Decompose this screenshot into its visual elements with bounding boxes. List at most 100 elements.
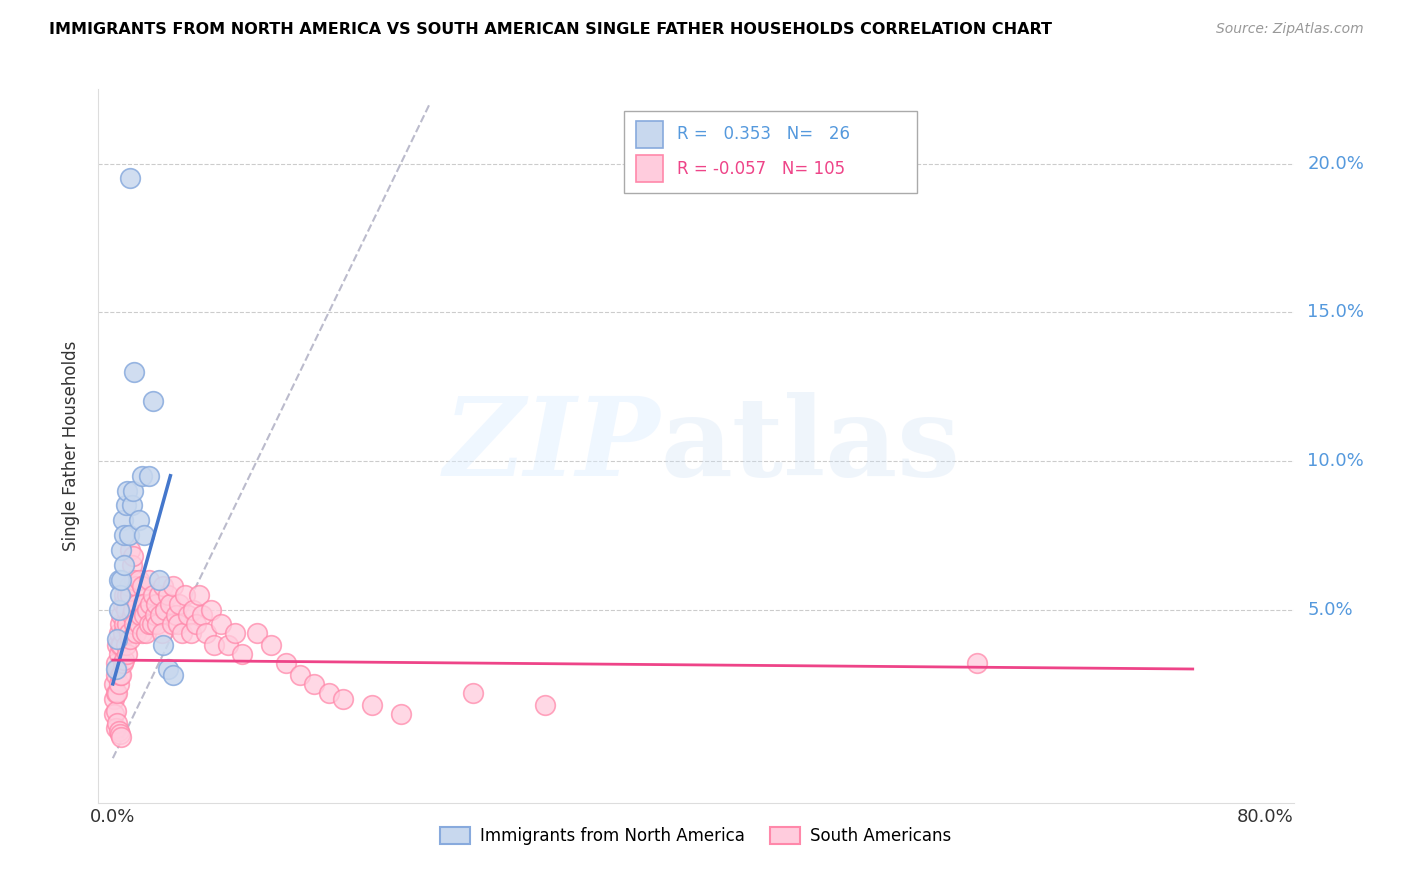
Text: atlas: atlas [661, 392, 960, 500]
Point [122, 483, 145, 498]
Point [148, 573, 170, 587]
Point [129, 608, 152, 623]
Point [111, 597, 134, 611]
Point [111, 513, 134, 527]
Point [186, 617, 208, 632]
Point [134, 608, 156, 623]
Point [162, 579, 184, 593]
Point [136, 602, 159, 616]
Point [138, 617, 160, 632]
Point [112, 653, 135, 667]
Point [138, 573, 160, 587]
Point [142, 394, 165, 409]
Point [156, 588, 179, 602]
Point [188, 588, 211, 602]
Point [108, 617, 131, 632]
Point [121, 499, 143, 513]
Text: 10.0%: 10.0% [1308, 452, 1364, 470]
Point [246, 626, 269, 640]
Point [121, 558, 143, 572]
Point [131, 468, 153, 483]
Point [183, 602, 205, 616]
Point [332, 691, 354, 706]
Point [145, 597, 167, 611]
Text: IMMIGRANTS FROM NORTH AMERICA VS SOUTH AMERICAN SINGLE FATHER HOUSEHOLDS CORRELA: IMMIGRANTS FROM NORTH AMERICA VS SOUTH A… [49, 22, 1052, 37]
Point [103, 691, 125, 706]
Point [120, 588, 142, 602]
Point [128, 617, 150, 632]
Point [110, 573, 132, 587]
Point [217, 638, 239, 652]
Text: R =   0.353   N=   26: R = 0.353 N= 26 [676, 125, 849, 143]
Point [110, 731, 132, 745]
Point [318, 686, 340, 700]
Point [128, 573, 150, 587]
Point [103, 706, 125, 721]
Point [132, 597, 155, 611]
Point [170, 626, 193, 640]
Point [180, 626, 202, 640]
Point [224, 626, 246, 640]
Point [110, 543, 132, 558]
Point [166, 617, 188, 632]
Point [124, 617, 146, 632]
Point [107, 626, 129, 640]
Point [112, 617, 135, 632]
Legend: Immigrants from North America, South Americans: Immigrants from North America, South Ame… [433, 820, 959, 852]
Point [361, 698, 384, 712]
Point [134, 528, 156, 542]
Point [115, 483, 138, 498]
Point [152, 579, 174, 593]
Point [389, 706, 412, 721]
Point [105, 662, 128, 676]
Point [120, 543, 142, 558]
Text: ZIP: ZIP [443, 392, 661, 500]
Point [120, 632, 142, 647]
Point [160, 617, 183, 632]
Point [107, 677, 129, 691]
Point [114, 602, 136, 616]
Point [533, 698, 555, 712]
Point [107, 647, 129, 661]
Point [114, 638, 136, 652]
Point [128, 513, 150, 527]
Point [104, 704, 127, 718]
Point [152, 638, 174, 652]
Bar [637, 120, 662, 148]
Point [118, 626, 141, 640]
Point [156, 662, 179, 676]
Point [150, 626, 173, 640]
Point [104, 662, 127, 676]
Point [131, 626, 153, 640]
Point [135, 626, 157, 640]
Point [173, 588, 195, 602]
Text: 15.0%: 15.0% [1308, 303, 1364, 321]
Point [104, 686, 127, 700]
Point [122, 602, 145, 616]
Point [195, 626, 218, 640]
Point [149, 608, 172, 623]
Point [112, 558, 135, 572]
Point [176, 608, 198, 623]
Bar [637, 155, 662, 182]
Point [966, 656, 988, 670]
Point [143, 608, 166, 623]
Point [105, 638, 128, 652]
Point [115, 647, 138, 661]
Point [105, 632, 128, 647]
Point [118, 579, 141, 593]
Point [110, 638, 132, 652]
Point [200, 602, 222, 616]
FancyBboxPatch shape [624, 111, 917, 193]
Point [139, 597, 162, 611]
Point [125, 626, 148, 640]
Point [260, 638, 283, 652]
Point [112, 528, 135, 542]
Point [202, 638, 225, 652]
Point [107, 724, 129, 739]
Point [115, 588, 138, 602]
Point [108, 638, 131, 652]
Point [121, 608, 143, 623]
Point [148, 588, 170, 602]
Point [141, 617, 163, 632]
